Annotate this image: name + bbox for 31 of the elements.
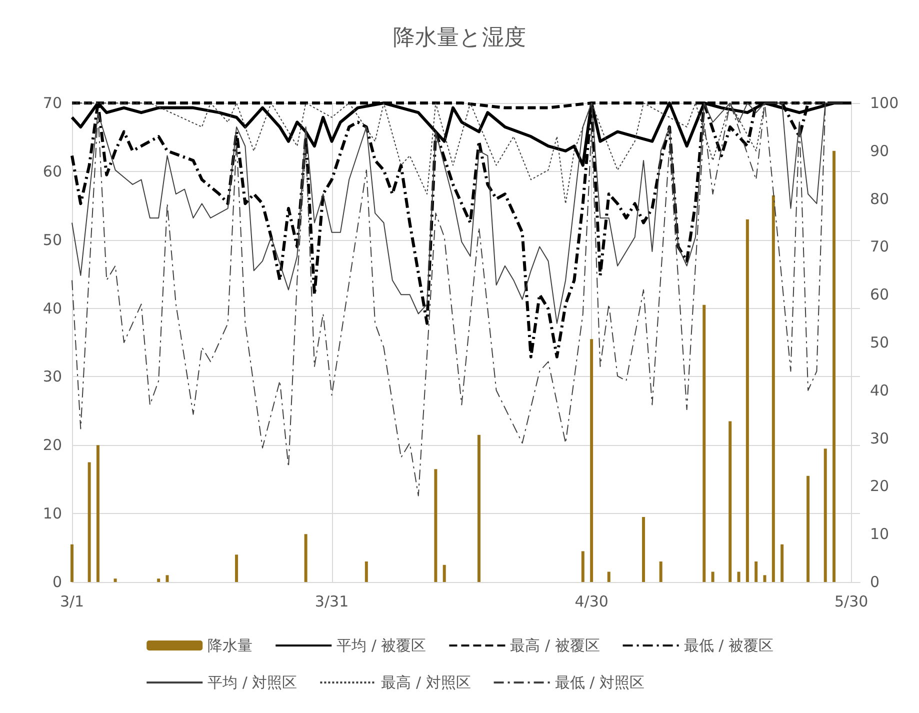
y-tick-label: 40 [42, 299, 62, 318]
y2-tick-label: 90 [870, 142, 890, 160]
y2-tick-label: 0 [870, 573, 880, 591]
legend-label: 最高 / 被覆区 [510, 636, 600, 654]
y-tick-label: 60 [42, 162, 62, 180]
y2-tick-label: 40 [870, 381, 890, 400]
y-tick-label: 50 [42, 230, 62, 249]
y-tick-label: 30 [42, 368, 62, 386]
legend-label: 最低 / 被覆区 [684, 636, 774, 654]
legend-label: 最低 / 対照区 [554, 674, 644, 692]
x-tick-label: 3/1 [60, 592, 84, 610]
y2-tick-label: 80 [870, 190, 890, 208]
y2-tick-label: 10 [870, 525, 890, 544]
y2-tick-label: 70 [870, 238, 890, 256]
x-tick-label: 5/30 [834, 592, 868, 610]
x-tick-label: 4/30 [574, 592, 608, 610]
y-tick-label: 70 [42, 94, 62, 112]
y2-tick-label: 30 [870, 429, 890, 448]
y2-tick-label: 100 [870, 94, 899, 112]
y-tick-label: 0 [52, 573, 62, 591]
y2-tick-label: 60 [870, 286, 890, 304]
y2-tick-label: 50 [870, 334, 890, 352]
legend-label: 平均 / 対照区 [208, 674, 298, 692]
y2-tick-label: 20 [870, 477, 890, 496]
legend-label: 最高 / 対照区 [381, 674, 471, 692]
legend-label: 平均 / 被覆区 [336, 636, 426, 654]
y-tick-label: 20 [42, 436, 62, 454]
chart-title: 降水量と湿度 [393, 26, 526, 50]
y-tick-label: 10 [42, 504, 62, 523]
legend-label: 降水量 [208, 636, 253, 654]
x-tick-label: 3/31 [314, 592, 349, 610]
